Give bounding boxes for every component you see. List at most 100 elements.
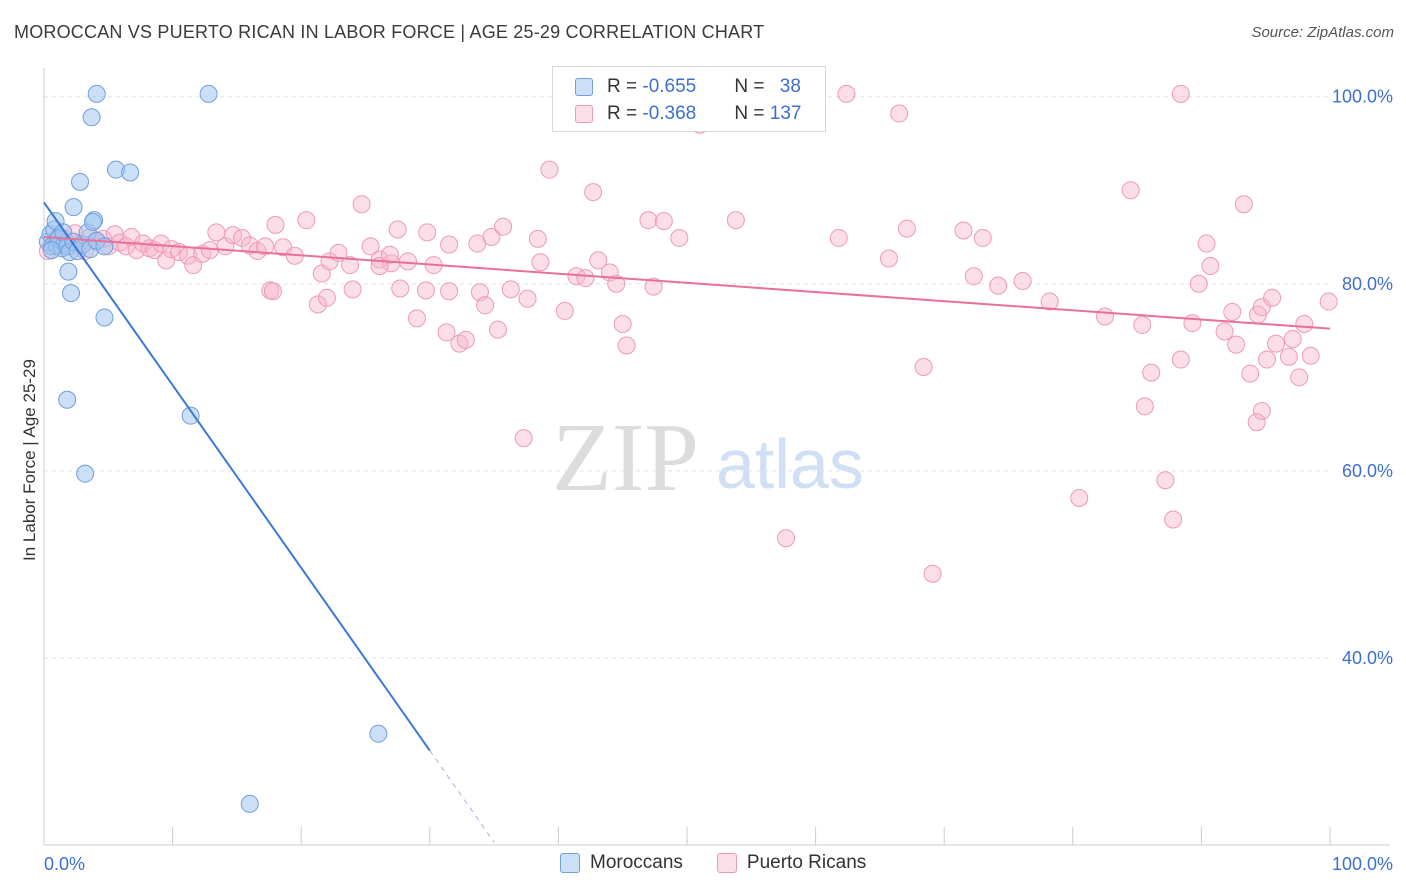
- puerto-rican-point: [617, 336, 636, 355]
- puerto-rican-point: [398, 252, 417, 271]
- puerto-rican-point: [456, 330, 475, 349]
- legend-r-label: R =: [607, 103, 643, 124]
- legend-label: Puerto Ricans: [746, 852, 867, 873]
- puerto-rican-point: [914, 358, 933, 377]
- moroccan-point: [95, 308, 114, 327]
- puerto-rican-point: [317, 288, 336, 307]
- puerto-rican-point: [1197, 234, 1216, 253]
- puerto-rican-point: [829, 228, 848, 247]
- legend-row-puerto-ricans: R = -0.368 N = 137: [575, 102, 801, 126]
- watermark-atlas: atlas: [716, 425, 864, 503]
- puerto-rican-point: [266, 215, 285, 234]
- moroccan-point: [83, 213, 102, 232]
- puerto-rican-point: [308, 295, 327, 314]
- puerto-rican-point: [576, 269, 595, 288]
- puerto-rican-point: [437, 323, 456, 342]
- y-tick-label: 40.0%: [1342, 648, 1393, 668]
- puerto-rican-point: [1319, 292, 1338, 311]
- y-axis-label: In Labor Force | Age 25-29: [20, 359, 39, 561]
- puerto-rican-point: [923, 564, 942, 583]
- puerto-rican-point: [964, 267, 983, 286]
- puerto-rican-point: [482, 228, 501, 247]
- puerto-rican-point: [777, 529, 796, 548]
- legend-n-label: N =: [734, 103, 770, 124]
- puerto-rican-point: [1234, 195, 1253, 214]
- moroccan-point: [59, 262, 78, 281]
- legend-swatch-moroccans: [560, 853, 580, 873]
- moroccan-point: [82, 108, 101, 127]
- puerto-rican-point: [1171, 350, 1190, 369]
- puerto-rican-point: [233, 228, 252, 247]
- y-tick-label: 60.0%: [1342, 461, 1393, 481]
- puerto-rican-point: [1247, 413, 1266, 432]
- puerto-rican-point: [1279, 347, 1298, 366]
- moroccan-point: [62, 284, 81, 303]
- puerto-rican-point: [1290, 368, 1309, 387]
- legend-n-value: 137: [769, 103, 802, 124]
- moroccan-point: [181, 406, 200, 425]
- puerto-rican-point: [639, 211, 658, 230]
- puerto-rican-point: [1133, 315, 1152, 334]
- moroccan-point: [71, 172, 90, 191]
- legend-r-value: -0.368: [642, 103, 697, 124]
- puerto-rican-point: [1040, 292, 1059, 311]
- puerto-rican-point: [540, 160, 559, 179]
- puerto-rican-point: [954, 221, 973, 240]
- puerto-rican-point: [1295, 315, 1314, 334]
- legend-n-label: N =: [734, 76, 770, 97]
- moroccan-point: [87, 84, 106, 103]
- puerto-rican-point: [670, 228, 689, 247]
- puerto-rican-point: [726, 211, 745, 230]
- tick-labels: 100.0% 80.0% 60.0% 40.0% 0.0% 100.0%: [44, 87, 1393, 874]
- puerto-rican-point: [989, 276, 1008, 295]
- puerto-rican-point: [654, 212, 673, 231]
- puerto-rican-point: [416, 281, 435, 300]
- legend-item-puerto-ricans: Puerto Ricans: [716, 852, 867, 874]
- legend-n-value: 38: [779, 76, 801, 97]
- puerto-rican-point: [343, 280, 362, 299]
- puerto-rican-point: [1095, 307, 1114, 326]
- puerto-rican-point: [1183, 314, 1202, 333]
- puerto-rican-point: [528, 229, 547, 248]
- puerto-rican-point: [341, 256, 360, 275]
- puerto-rican-point: [644, 277, 663, 296]
- moroccan-points: [38, 84, 388, 813]
- puerto-rican-point: [380, 245, 399, 264]
- gridlines: [44, 96, 1330, 659]
- puerto-rican-point: [256, 237, 275, 256]
- puerto-rican-point: [1201, 257, 1220, 276]
- puerto-rican-point: [1189, 274, 1208, 293]
- moroccan-point: [199, 84, 218, 103]
- moroccan-trend-extension: [429, 750, 495, 843]
- puerto-rican-point: [1215, 322, 1234, 341]
- puerto-rican-point: [1156, 471, 1175, 490]
- watermark-zip: ZIP: [552, 404, 699, 512]
- moroccan-trend-line: [43, 201, 431, 752]
- legend-r-label: R =: [607, 76, 643, 97]
- puerto-rican-point: [1301, 346, 1320, 365]
- puerto-rican-point: [1223, 302, 1242, 321]
- puerto-rican-point: [1227, 335, 1246, 354]
- moroccan-point: [121, 163, 140, 182]
- puerto-rican-point: [361, 237, 380, 256]
- puerto-rican-point: [890, 104, 909, 123]
- puerto-rican-point: [973, 228, 992, 247]
- moroccan-point: [64, 198, 83, 217]
- puerto-rican-point: [837, 84, 856, 103]
- puerto-rican-point: [518, 289, 537, 308]
- puerto-rican-point: [501, 280, 520, 299]
- puerto-rican-point: [897, 219, 916, 238]
- moroccan-point: [42, 241, 61, 260]
- watermark: ZIP atlas: [552, 404, 864, 512]
- puerto-rican-point: [1070, 488, 1089, 507]
- puerto-rican-point: [407, 309, 426, 328]
- x-tick-label: 100.0%: [1332, 854, 1393, 874]
- source-note: Source: ZipAtlas.com: [1251, 24, 1394, 41]
- puerto-rican-point: [152, 234, 171, 253]
- puerto-rican-point: [879, 249, 898, 268]
- legend-row-moroccans: R = -0.655 N = 38: [575, 75, 801, 99]
- puerto-rican-point: [418, 223, 437, 242]
- puerto-rican-point: [1252, 401, 1271, 420]
- puerto-rican-point: [555, 301, 574, 320]
